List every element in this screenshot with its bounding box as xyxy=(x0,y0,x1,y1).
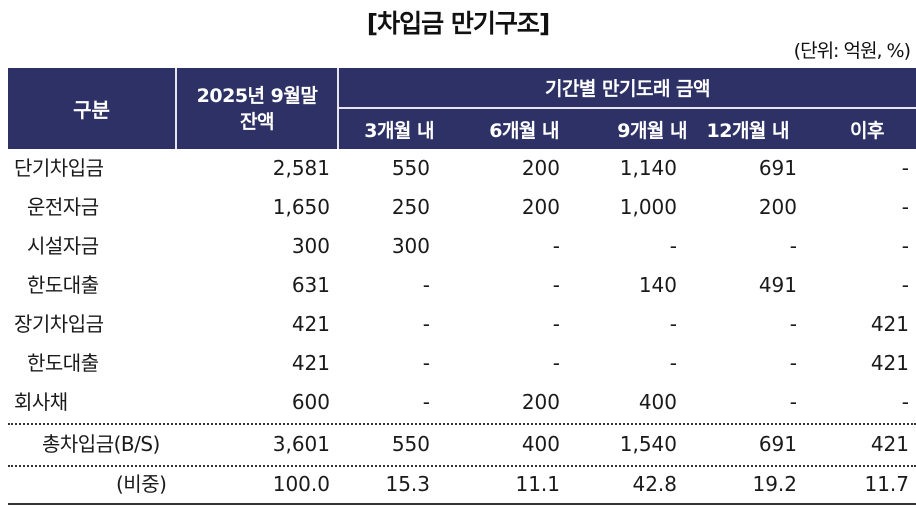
row-label: 단기차입금 xyxy=(14,156,104,180)
row-value-after: 421 xyxy=(870,351,909,375)
table-row: 한도대출 421 - - - - 421 xyxy=(8,344,916,383)
row-balance: 2,581 xyxy=(272,156,330,180)
row-balance: 421 xyxy=(291,312,330,336)
row-value-3m: 250 xyxy=(391,195,430,219)
total-value-12m: 691 xyxy=(758,432,797,456)
header-divider xyxy=(175,68,177,149)
row-value-12m: 200 xyxy=(758,195,797,219)
table-bottom-border xyxy=(8,503,916,505)
table-row: 시설자금 300 300 - - - - xyxy=(8,227,916,266)
row-value-6m: - xyxy=(552,273,560,297)
row-value-6m: - xyxy=(552,234,560,258)
row-label: 한도대출 xyxy=(27,351,99,375)
total-row: 총차입금(B/S) 3,601 550 400 1,540 691 421 xyxy=(8,425,916,464)
total-label: 총차입금(B/S) xyxy=(42,432,160,456)
share-value-after: 11.7 xyxy=(864,472,909,496)
row-value-6m: 200 xyxy=(521,156,560,180)
row-label: 운전자금 xyxy=(27,195,99,219)
table-title: [차입금 만기구조] xyxy=(366,9,551,38)
header-period-9m: 9개월 내 xyxy=(617,119,687,142)
row-value-12m: - xyxy=(789,234,797,258)
share-value-6m: 11.1 xyxy=(515,472,560,496)
header-divider xyxy=(339,107,916,109)
row-value-3m: 550 xyxy=(391,156,430,180)
dotted-divider xyxy=(8,423,916,425)
row-balance: 600 xyxy=(291,390,330,414)
row-value-after: - xyxy=(901,156,909,180)
row-value-9m: 400 xyxy=(638,390,677,414)
table-body: 단기차입금 2,581 550 200 1,140 691 - 운전자금 1,6… xyxy=(8,149,916,422)
row-value-3m: 300 xyxy=(391,234,430,258)
share-value-12m: 19.2 xyxy=(752,472,797,496)
header-period-group: 기간별 만기도래 금액 xyxy=(544,78,711,100)
row-value-9m: - xyxy=(669,312,677,336)
row-value-12m: - xyxy=(789,312,797,336)
share-value-9m: 42.8 xyxy=(632,472,677,496)
row-label: 장기차입금 xyxy=(14,312,104,336)
share-value-3m: 15.3 xyxy=(385,472,430,496)
row-label: 회사채 xyxy=(14,390,68,414)
total-value-6m: 400 xyxy=(521,432,560,456)
total-value-3m: 550 xyxy=(391,432,430,456)
row-balance: 1,650 xyxy=(272,195,330,219)
table-row: 운전자금 1,650 250 200 1,000 200 - xyxy=(8,188,916,227)
row-value-after: 421 xyxy=(870,312,909,336)
row-value-3m: - xyxy=(422,312,430,336)
row-value-after: - xyxy=(901,234,909,258)
header-period-12m: 12개월 내 xyxy=(706,119,790,142)
row-value-after: - xyxy=(901,390,909,414)
row-value-3m: - xyxy=(422,390,430,414)
row-value-6m: - xyxy=(552,312,560,336)
table-row: 회사채 600 - 200 400 - - xyxy=(8,383,916,422)
row-value-3m: - xyxy=(422,351,430,375)
row-value-9m: 140 xyxy=(638,273,677,297)
row-balance: 631 xyxy=(291,273,330,297)
dotted-divider xyxy=(8,465,916,467)
table-row: 단기차입금 2,581 550 200 1,140 691 - xyxy=(8,149,916,188)
table-header: 구분 2025년 9월말 잔액 기간별 만기도래 금액 3개월 내 6개월 내 … xyxy=(8,68,916,149)
row-value-9m: - xyxy=(669,234,677,258)
table-row: 한도대출 631 - - 140 491 - xyxy=(8,266,916,305)
row-value-after: - xyxy=(901,273,909,297)
row-value-6m: - xyxy=(552,351,560,375)
row-value-9m: 1,140 xyxy=(619,156,677,180)
header-category: 구분 xyxy=(73,98,110,122)
header-period-6m: 6개월 내 xyxy=(489,119,559,142)
row-value-12m: - xyxy=(789,351,797,375)
row-value-12m: 491 xyxy=(758,273,797,297)
total-balance: 3,601 xyxy=(272,432,330,456)
header-divider xyxy=(337,68,339,149)
share-label: (비중) xyxy=(116,472,167,496)
table-row: 장기차입금 421 - - - - 421 xyxy=(8,305,916,344)
unit-label: (단위: 억원, %) xyxy=(793,40,911,62)
share-balance: 100.0 xyxy=(272,472,330,496)
row-value-3m: - xyxy=(422,273,430,297)
header-period-after: 이후 xyxy=(850,119,884,142)
row-balance: 421 xyxy=(291,351,330,375)
row-value-12m: - xyxy=(789,390,797,414)
table-share: (비중) 100.0 15.3 11.1 42.8 19.2 11.7 xyxy=(8,466,916,503)
header-balance: 2025년 9월말 잔액 xyxy=(177,68,337,149)
total-value-9m: 1,540 xyxy=(619,432,677,456)
row-value-6m: 200 xyxy=(521,390,560,414)
row-label: 시설자금 xyxy=(27,234,99,258)
row-value-9m: 1,000 xyxy=(619,195,677,219)
row-value-6m: 200 xyxy=(521,195,560,219)
table-total: 총차입금(B/S) 3,601 550 400 1,540 691 421 xyxy=(8,425,916,464)
row-value-after: - xyxy=(901,195,909,219)
header-balance-line2: 잔액 xyxy=(240,110,274,133)
row-value-9m: - xyxy=(669,351,677,375)
header-balance-line1: 2025년 9월말 xyxy=(196,84,318,107)
share-row: (비중) 100.0 15.3 11.1 42.8 19.2 11.7 xyxy=(8,466,916,503)
header-period-3m: 3개월 내 xyxy=(364,119,434,142)
total-value-after: 421 xyxy=(870,432,909,456)
row-value-12m: 691 xyxy=(758,156,797,180)
row-balance: 300 xyxy=(291,234,330,258)
row-label: 한도대출 xyxy=(27,273,99,297)
